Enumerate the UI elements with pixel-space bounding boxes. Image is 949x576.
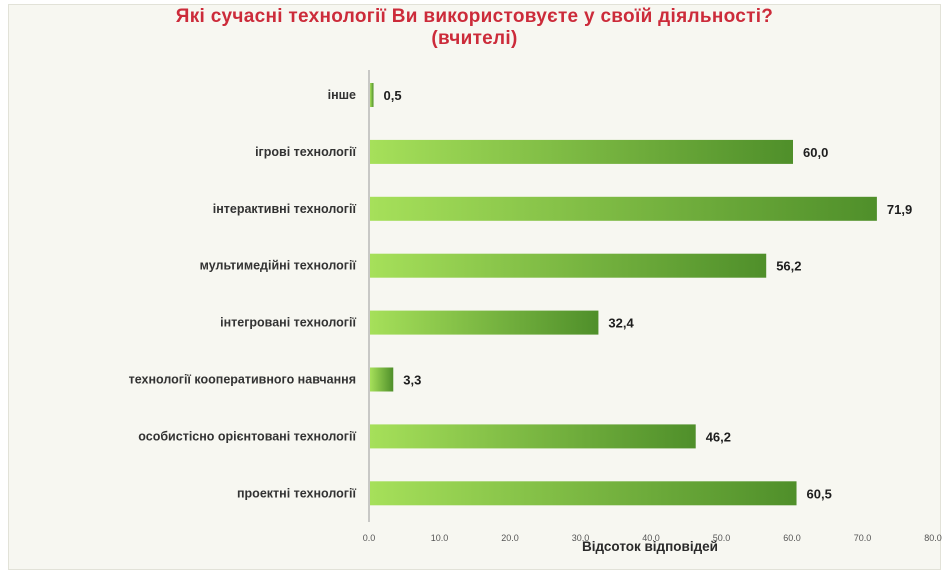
value-label: 56,2: [776, 259, 801, 274]
value-label: 32,4: [608, 316, 634, 331]
category-label: інтегровані технології: [220, 316, 356, 330]
x-axis-title: Відсоток відповідей: [582, 539, 718, 554]
x-tick-label: 50.0: [713, 533, 731, 543]
bar: [370, 481, 797, 506]
bar: [370, 310, 599, 335]
x-tick-label: 0.0: [363, 533, 376, 543]
value-label: 71,9: [887, 202, 912, 217]
bar: [370, 83, 374, 107]
value-label: 0,5: [384, 88, 402, 103]
chart-subtitle: (вчителі): [431, 28, 518, 49]
category-label: особистісно орієнтовані технології: [138, 429, 356, 443]
value-label: 46,2: [706, 429, 731, 444]
x-tick-label: 30.0: [572, 533, 590, 543]
category-label: інтерактивні технології: [213, 202, 357, 216]
x-tick-label: 80.0: [924, 533, 942, 543]
chart-title: Які сучасні технології Ви використовуєте…: [175, 6, 774, 27]
chart-title-block: Які сучасні технології Ви використовуєте…: [0, 6, 949, 50]
x-tick-label: 40.0: [642, 533, 660, 543]
value-label: 3,3: [403, 373, 421, 388]
bar: [370, 139, 793, 164]
bar: [370, 367, 394, 392]
category-label: ігрові технології: [255, 145, 356, 159]
category-label: мультимедійні технології: [200, 259, 357, 273]
x-tick-label: 10.0: [431, 533, 449, 543]
x-tick-label: 20.0: [501, 533, 519, 543]
x-tick-label: 60.0: [783, 533, 801, 543]
category-label: проектні технології: [237, 486, 356, 500]
value-label: 60,0: [803, 145, 828, 160]
category-label: технології кооперативного навчання: [129, 373, 356, 387]
value-label: 60,5: [807, 486, 832, 501]
bar: [370, 196, 877, 221]
category-label: інше: [328, 88, 356, 102]
bar: [370, 424, 696, 449]
bar: [370, 253, 767, 278]
x-tick-label: 70.0: [854, 533, 872, 543]
chart-panel: [8, 4, 941, 570]
